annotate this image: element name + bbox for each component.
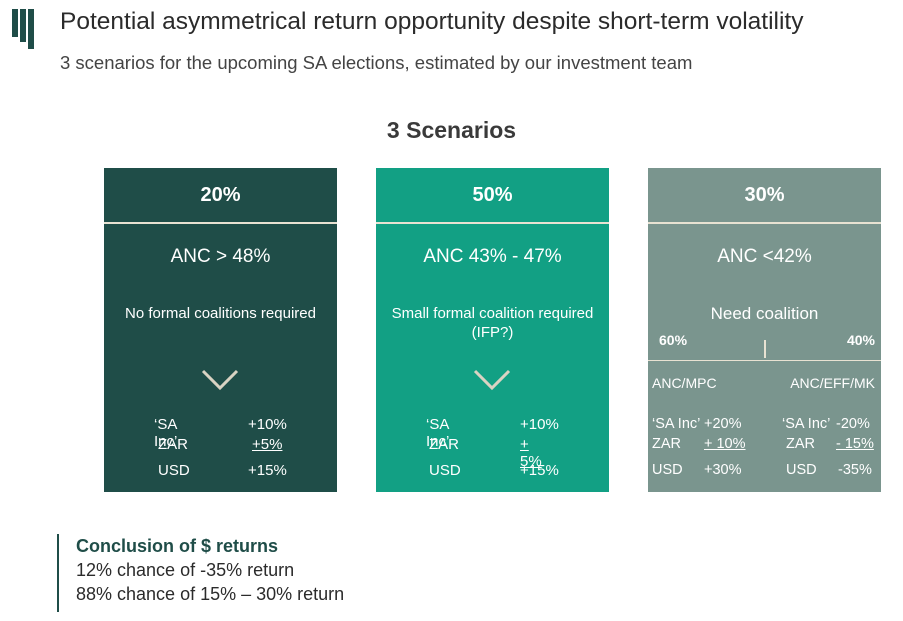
return-label: ‘SA Inc’ bbox=[782, 416, 831, 432]
scenario-probability: 30% bbox=[648, 168, 881, 224]
scenario-card-3: 30% ANC <42% Need coalition 60% 40% ANC/… bbox=[648, 168, 881, 492]
coalition-left: ANC/MPC bbox=[652, 375, 717, 391]
return-label: USD bbox=[652, 462, 683, 478]
conclusion-line: 12% chance of -35% return bbox=[76, 560, 295, 580]
split-divider bbox=[764, 340, 766, 358]
return-label: ‘SA Inc’ bbox=[652, 416, 701, 432]
scenario-card-1: 20% ANC > 48% No formal coalitions requi… bbox=[104, 168, 337, 492]
return-value: +15% bbox=[520, 462, 559, 479]
scenario-probability: 20% bbox=[104, 168, 337, 224]
company-logo bbox=[12, 9, 34, 49]
scenario-description: No formal coalitions required bbox=[125, 305, 316, 322]
scenario-outcome: ANC > 48% bbox=[170, 246, 271, 267]
return-value: + 5% bbox=[520, 436, 542, 470]
scenario-outcome: ANC <42% bbox=[717, 246, 812, 267]
conclusion-title: Conclusion of $ returns bbox=[76, 536, 279, 556]
split-weight-right: 40% bbox=[846, 332, 875, 348]
conclusion-line: 88% chance of 15% – 30% return bbox=[76, 584, 345, 604]
return-value: +5% bbox=[252, 436, 283, 453]
return-label: ZAR bbox=[158, 436, 188, 453]
return-label: ZAR bbox=[786, 436, 815, 452]
return-label: ZAR bbox=[652, 436, 681, 452]
chevron-down-icon bbox=[473, 369, 511, 391]
return-value: +10% bbox=[520, 416, 559, 433]
return-label: USD bbox=[158, 462, 190, 479]
scenario-description: Need coalition bbox=[710, 304, 819, 323]
split-line bbox=[648, 360, 881, 361]
split-weight-left: 60% bbox=[659, 332, 688, 348]
section-heading: 3 Scenarios bbox=[386, 117, 517, 143]
scenario-card-2: 50% ANC 43% - 47% Small formal coalition… bbox=[376, 168, 609, 492]
scenario-description: Small formal coalition required (IFP?) bbox=[391, 305, 594, 341]
return-value: +15% bbox=[248, 462, 287, 479]
return-label: ‘SA Inc’ bbox=[426, 416, 450, 450]
return-value: -35% bbox=[838, 462, 872, 478]
return-label: USD bbox=[429, 462, 461, 479]
chevron-down-icon bbox=[201, 369, 239, 391]
page-title: Potential asymmetrical return opportunit… bbox=[60, 8, 804, 35]
return-value: +10% bbox=[248, 416, 287, 433]
scenario-outcome: ANC 43% - 47% bbox=[423, 246, 562, 267]
return-value: +20% bbox=[704, 416, 742, 432]
scenario-probability: 50% bbox=[376, 168, 609, 224]
page-subtitle: 3 scenarios for the upcoming SA election… bbox=[60, 52, 693, 73]
return-label: ‘SA Inc’ bbox=[154, 416, 178, 450]
return-value: +30% bbox=[704, 462, 742, 478]
conclusion-block: Conclusion of $ returns 12% chance of -3… bbox=[57, 534, 344, 612]
return-label: USD bbox=[786, 462, 817, 478]
coalition-right: ANC/EFF/MK bbox=[790, 375, 875, 391]
return-label: ZAR bbox=[429, 436, 459, 453]
return-value: + 10% bbox=[704, 436, 746, 452]
return-value: - 15% bbox=[836, 436, 874, 452]
return-value: -20% bbox=[836, 416, 870, 432]
